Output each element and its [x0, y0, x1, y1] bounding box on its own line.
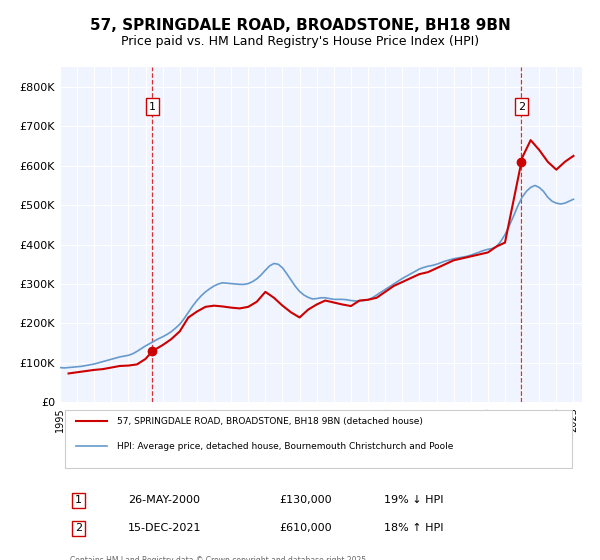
Text: £610,000: £610,000: [279, 523, 332, 533]
Text: 2: 2: [518, 101, 525, 111]
Text: 19% ↓ HPI: 19% ↓ HPI: [383, 496, 443, 506]
Text: 1: 1: [75, 496, 82, 506]
Text: HPI: Average price, detached house, Bournemouth Christchurch and Poole: HPI: Average price, detached house, Bour…: [118, 442, 454, 451]
FancyBboxPatch shape: [65, 409, 572, 468]
Text: 2: 2: [75, 523, 82, 533]
Text: 57, SPRINGDALE ROAD, BROADSTONE, BH18 9BN: 57, SPRINGDALE ROAD, BROADSTONE, BH18 9B…: [89, 18, 511, 32]
Text: 18% ↑ HPI: 18% ↑ HPI: [383, 523, 443, 533]
Text: Price paid vs. HM Land Registry's House Price Index (HPI): Price paid vs. HM Land Registry's House …: [121, 35, 479, 49]
Text: Contains HM Land Registry data © Crown copyright and database right 2025.
This d: Contains HM Land Registry data © Crown c…: [70, 556, 369, 560]
Text: 15-DEC-2021: 15-DEC-2021: [128, 523, 202, 533]
Text: £130,000: £130,000: [279, 496, 332, 506]
Text: 26-MAY-2000: 26-MAY-2000: [128, 496, 200, 506]
Text: 1: 1: [149, 101, 156, 111]
Text: 57, SPRINGDALE ROAD, BROADSTONE, BH18 9BN (detached house): 57, SPRINGDALE ROAD, BROADSTONE, BH18 9B…: [118, 417, 423, 426]
